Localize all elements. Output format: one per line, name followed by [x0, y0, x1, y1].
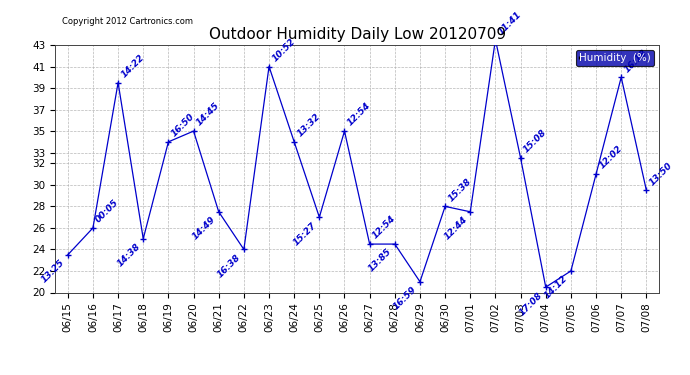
Text: 16:18: 16:18 [622, 48, 649, 74]
Text: 12:54: 12:54 [371, 214, 397, 241]
Legend: Humidity  (%): Humidity (%) [575, 50, 653, 66]
Text: 15:08: 15:08 [522, 128, 549, 155]
Text: 12:02: 12:02 [598, 144, 624, 171]
Text: 10:52: 10:52 [270, 37, 297, 63]
Text: 15:38: 15:38 [446, 177, 473, 203]
Text: 12:54: 12:54 [346, 101, 373, 128]
Text: 13:32: 13:32 [295, 112, 322, 139]
Title: Outdoor Humidity Daily Low 20120709: Outdoor Humidity Daily Low 20120709 [208, 27, 506, 42]
Text: 13:85: 13:85 [367, 247, 393, 274]
Text: Copyright 2012 Cartronics.com: Copyright 2012 Cartronics.com [62, 17, 193, 26]
Text: 11:41: 11:41 [497, 10, 523, 36]
Text: 16:38: 16:38 [216, 253, 243, 279]
Text: 14:49: 14:49 [191, 215, 217, 242]
Text: 14:45: 14:45 [195, 101, 221, 128]
Text: 16:50: 16:50 [170, 112, 196, 139]
Text: 00:05: 00:05 [95, 198, 121, 225]
Text: 14:22: 14:22 [119, 53, 146, 80]
Text: 13:50: 13:50 [648, 160, 674, 187]
Text: 14:38: 14:38 [115, 242, 142, 268]
Text: 17:08: 17:08 [518, 290, 544, 317]
Text: 15:27: 15:27 [291, 220, 318, 247]
Text: 14:12: 14:12 [543, 274, 570, 301]
Text: 13:25: 13:25 [40, 258, 66, 285]
Text: 12:44: 12:44 [442, 215, 469, 242]
Text: 16:59: 16:59 [392, 285, 419, 312]
